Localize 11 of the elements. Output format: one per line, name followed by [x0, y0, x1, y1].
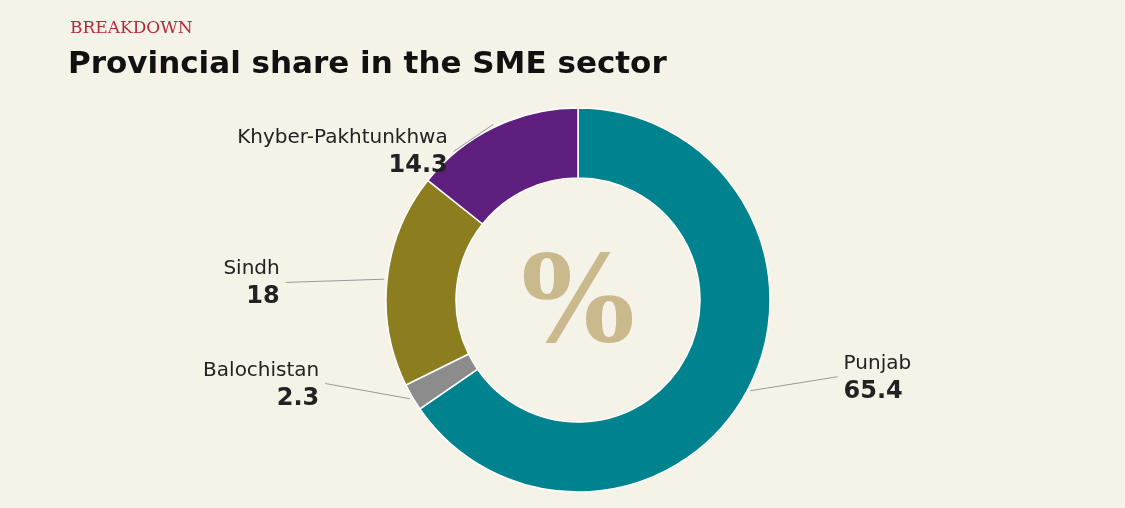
slice-label: Balochistan: [203, 356, 320, 381]
text: %: [520, 228, 636, 369]
chart-subtitle: BREAKDOWN: [70, 17, 193, 37]
data-label: 65.4: [843, 375, 903, 404]
chart-title: Provincial share in the SME sector: [68, 44, 668, 80]
slice-label: Punjab: [843, 349, 912, 374]
data-label: 14.3: [388, 150, 448, 179]
data-label: 18: [246, 281, 280, 310]
slice-label: Khyber-Pakhtunkhwa: [237, 124, 448, 149]
data-label: 2.3: [276, 382, 320, 411]
slice-label: Sindh: [223, 255, 280, 280]
